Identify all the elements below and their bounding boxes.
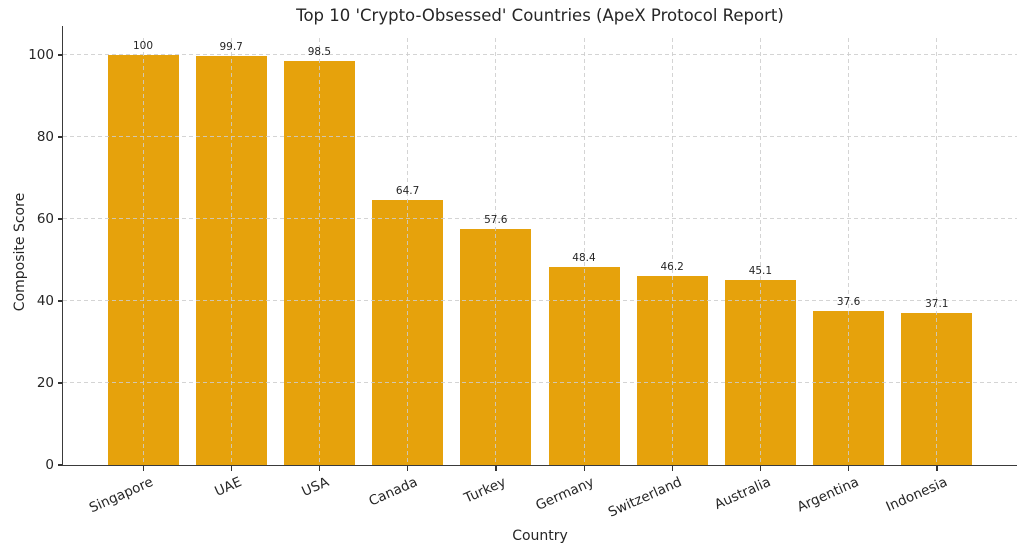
x-tick-mark	[142, 465, 144, 471]
x-tick-mark	[407, 465, 409, 471]
x-tick-mark	[759, 465, 762, 471]
bar-singapore	[107, 55, 179, 465]
bar-australia	[724, 280, 796, 465]
y-tick-mark	[58, 218, 63, 220]
x-tick-label-argentina: Argentina	[794, 474, 862, 516]
bar-switzerland	[636, 275, 708, 465]
bar-argentina	[813, 310, 885, 465]
x-tick-label-indonesia: Indonesia	[883, 474, 950, 516]
grid-line-horizontal	[63, 54, 1017, 55]
plot-area: 100 99.7 98.5 64.7 57.6 48.4 46.2 45.1 37.6 37.1 …	[28, 26, 1017, 521]
bar-value-label: 46.2	[660, 260, 684, 273]
x-tick-mark	[318, 465, 321, 471]
bar-value-label: 57.6	[484, 213, 508, 226]
bar-usa	[283, 61, 355, 465]
y-tick-label: 80	[36, 129, 54, 145]
x-axis-label: Country	[512, 528, 568, 544]
bar-value-label: 100	[132, 40, 154, 52]
x-tick-label-germany: Germany	[533, 474, 597, 514]
x-axis-spine	[62, 464, 1017, 466]
bar-value-label: 45.1	[748, 265, 773, 278]
x-tick-mark	[671, 465, 673, 471]
x-tick-label-australia: Australia	[711, 474, 773, 513]
x-tick-label-singapore: Singapore	[86, 474, 156, 517]
bar-value-label: 37.6	[836, 295, 861, 308]
bar-value-label: 98.5	[307, 46, 332, 59]
y-tick-label: 40	[36, 293, 54, 309]
bar-value-label: 64.7	[395, 184, 420, 197]
bar-indonesia	[901, 312, 973, 465]
x-tick-label-uae: UAE	[211, 474, 244, 500]
y-axis-spine	[62, 26, 64, 465]
bar-value-label: 37.1	[925, 297, 949, 310]
x-tick-label-turkey: Turkey	[461, 474, 509, 507]
bar-turkey	[460, 228, 532, 465]
bar-canada	[372, 199, 444, 465]
x-tick-label-usa: USA	[299, 474, 332, 500]
bar-value-label: 99.7	[219, 41, 243, 54]
bar-value-label: 48.4	[572, 251, 596, 264]
x-tick-label-switzerland: Switzerland	[606, 474, 685, 521]
chart-title: Top 10 'Crypto-Obsessed' Countries (ApeX…	[296, 6, 784, 25]
y-tick-label: 20	[36, 375, 54, 391]
y-tick-mark	[58, 300, 63, 302]
x-tick-mark	[848, 465, 850, 471]
y-tick-mark	[58, 136, 63, 138]
y-tick-label: 0	[45, 457, 54, 473]
y-tick-mark	[58, 54, 63, 56]
x-tick-label-canada: Canada	[366, 474, 421, 510]
x-tick-mark	[495, 465, 497, 471]
y-tick-mark	[58, 382, 63, 384]
bar-uae	[195, 56, 267, 465]
y-tick-mark	[58, 464, 63, 466]
x-tick-mark	[583, 465, 585, 471]
x-tick-mark	[230, 465, 232, 471]
bar-germany	[548, 266, 620, 465]
x-tick-mark	[936, 465, 938, 471]
y-tick-label: 100	[28, 47, 54, 63]
y-tick-label: 60	[36, 211, 54, 227]
